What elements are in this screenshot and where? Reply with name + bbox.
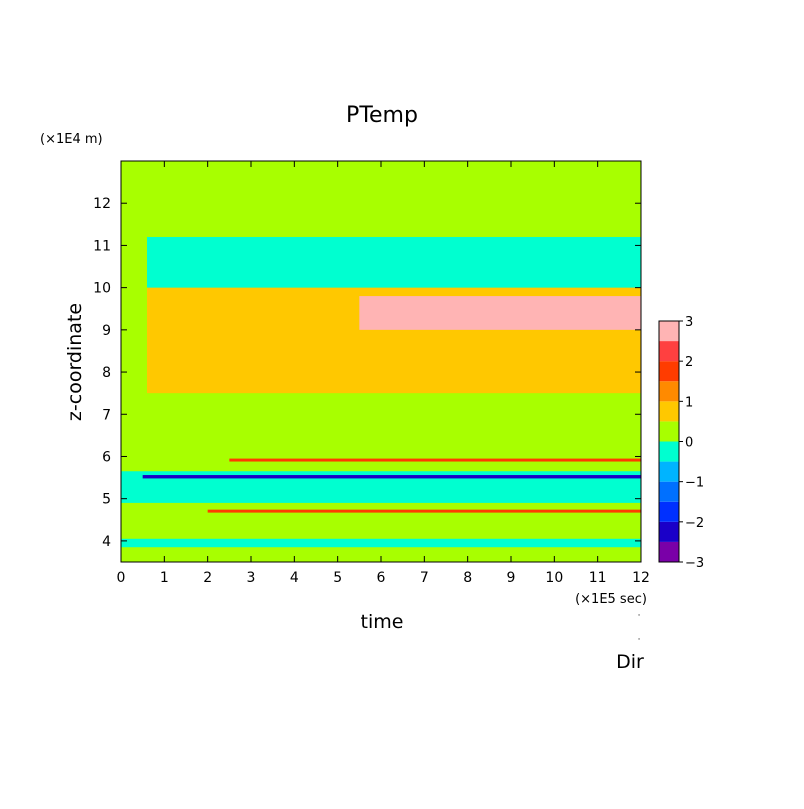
colorbar-swatch	[659, 521, 679, 542]
x-tick-label: 9	[507, 570, 516, 586]
y-unit-label: (×1E4 m)	[40, 132, 103, 147]
heatmap-region-positive-band-5.9	[229, 458, 641, 462]
heatmap-region-strong-perturbation-zone	[359, 296, 641, 330]
footer-label: Dir	[616, 651, 644, 673]
colorbar-swatch	[659, 381, 679, 402]
y-axis-title: z-coordinate	[64, 303, 86, 421]
colorbar-tick-label: −1	[685, 476, 704, 491]
heatmap-field	[121, 161, 641, 562]
colorbar-tick-label: 0	[685, 436, 693, 451]
chart-title: PTemp	[346, 103, 418, 128]
x-tick-label: 5	[333, 570, 342, 586]
y-tick-label: 7	[102, 407, 111, 423]
x-tick-label: 10	[545, 570, 563, 586]
y-tick-label: 11	[93, 238, 111, 254]
colorbar-tick-label: 2	[685, 355, 693, 370]
colorbar-swatch	[659, 501, 679, 522]
heatmap-region-positive-band-4.7	[207, 509, 641, 513]
colorbar-tick-label: 3	[685, 315, 693, 330]
colorbar-tick-label: 1	[685, 395, 693, 410]
x-tick-label: 8	[463, 570, 472, 586]
x-tick-label: 11	[589, 570, 607, 586]
footer-marker: ·	[638, 635, 641, 645]
y-tick-label: 9	[102, 323, 111, 339]
colorbar-swatch	[659, 461, 679, 482]
x-tick-label: 0	[117, 570, 126, 586]
footer-marker: ·	[638, 611, 641, 621]
colorbar-swatch	[659, 361, 679, 382]
y-tick-label: 10	[93, 281, 111, 297]
colorbar-swatch	[659, 481, 679, 502]
x-axis-title: time	[361, 611, 404, 633]
y-tick-label: 6	[102, 449, 111, 465]
y-tick-label: 5	[102, 492, 111, 508]
x-tick-label: 6	[377, 570, 386, 586]
colorbar-tick-label: −2	[685, 516, 704, 531]
x-tick-label: 7	[420, 570, 429, 586]
heatmap-region-upper-cyan-layer	[147, 236, 641, 292]
x-tick-label: 4	[290, 570, 299, 586]
colorbar-swatch	[659, 321, 679, 342]
x-unit-label: (×1E5 sec)	[575, 592, 647, 607]
x-tick-label: 12	[632, 570, 650, 586]
colorbar-swatch	[659, 341, 679, 362]
x-tick-label: 2	[203, 570, 212, 586]
heatmap-region-negative-band-5.5	[142, 475, 641, 479]
heatmap-region-bottom-cyan-strip	[121, 538, 641, 548]
y-tick-label: 8	[102, 365, 111, 381]
x-tick-label: 1	[160, 570, 169, 586]
colorbar-swatch	[659, 401, 679, 422]
colorbar-swatch	[659, 541, 679, 562]
x-tick-label: 3	[247, 570, 256, 586]
colorbar-swatch	[659, 421, 679, 442]
y-tick-label: 12	[93, 196, 111, 212]
y-tick-label: 4	[102, 534, 111, 550]
colorbar-tick-label: −3	[685, 556, 704, 571]
colorbar-swatch	[659, 441, 679, 462]
